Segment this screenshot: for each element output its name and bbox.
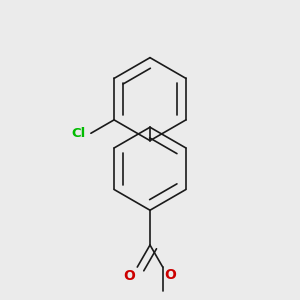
Text: O: O [164,268,176,282]
Text: O: O [123,269,135,283]
Text: Cl: Cl [72,127,86,140]
